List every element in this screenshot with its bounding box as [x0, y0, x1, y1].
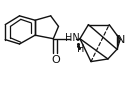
- Text: HN: HN: [65, 33, 80, 43]
- Text: H: H: [77, 44, 84, 54]
- Text: N: N: [117, 35, 126, 45]
- Text: O: O: [51, 55, 60, 65]
